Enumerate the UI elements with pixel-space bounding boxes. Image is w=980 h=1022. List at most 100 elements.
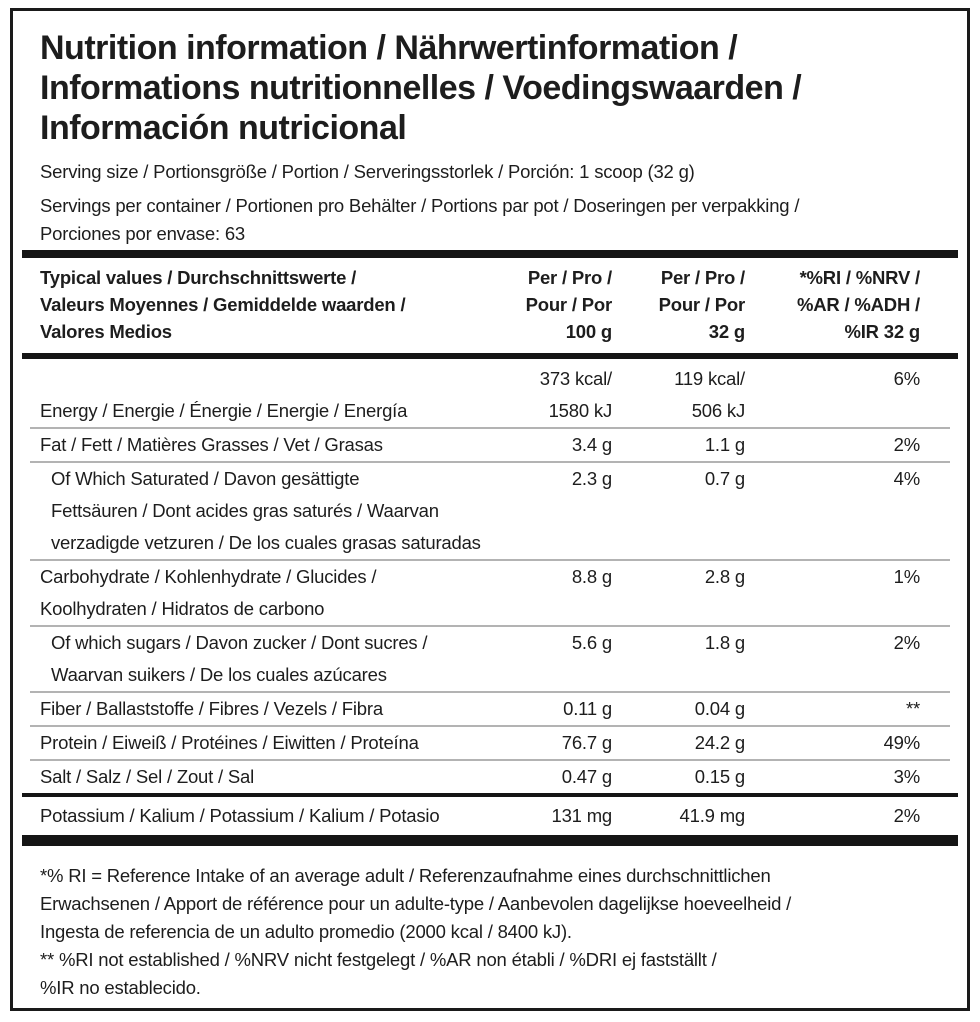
row-divider xyxy=(30,559,950,561)
value-line: 3.4 g xyxy=(571,434,612,455)
row-value-per100: 0.47 g xyxy=(462,761,612,793)
row-value-per32: 0.7 g xyxy=(612,463,745,495)
value-line: 373 kcal/ xyxy=(539,368,612,389)
row-value-ri: 49% xyxy=(745,727,950,759)
header-label-line: Typical values / Durchschnittswerte / xyxy=(40,267,357,288)
row-label: Fiber / Ballaststoffe / Fibres / Vezels … xyxy=(30,693,462,725)
footnote-ri-definition-line: Erwachsenen / Apport de référence pour u… xyxy=(40,893,792,914)
table-row-saturated-fat: Of Which Saturated / Davon gesättigte Fe… xyxy=(30,463,950,559)
row-value-ri: 4% xyxy=(745,463,950,495)
row-value-per100: 3.4 g xyxy=(462,429,612,461)
header-ri-line: %AR / %ADH / xyxy=(797,294,920,315)
value-line: 1.1 g xyxy=(704,434,745,455)
value-line: ** xyxy=(906,698,920,719)
value-line: 6% xyxy=(893,368,921,389)
value-line: 1580 kJ xyxy=(548,400,613,421)
row-value-per32: 0.04 g xyxy=(612,693,745,725)
table-row-salt: Salt / Salz / Sel / Zout / Sal 0.47 g 0.… xyxy=(30,761,950,793)
table-row-protein: Protein / Eiweiß / Protéines / Eiwitten … xyxy=(30,727,950,759)
value-line: 0.7 g xyxy=(704,468,745,489)
row-label-line: Waarvan suikers / De los cuales azúcares xyxy=(51,664,387,685)
value-line: 1% xyxy=(893,566,921,587)
value-line: 24.2 g xyxy=(694,732,745,753)
row-label-line: Energy / Energie / Énergie / Energie / E… xyxy=(40,400,408,421)
row-value-ri: ** xyxy=(745,693,950,725)
servings-per-container-text: Servings per container / Portionen pro B… xyxy=(40,195,800,216)
table-header-row: Typical values / Durchschnittswerte / Va… xyxy=(30,258,950,353)
row-value-per100: 0.11 g xyxy=(462,693,612,725)
row-value-per100: 76.7 g xyxy=(462,727,612,759)
row-label-line: Of which sugars / Davon zucker / Dont su… xyxy=(51,632,428,653)
header-per100-line: 100 g xyxy=(565,321,613,342)
row-value-per32: 119 kcal/ 506 kJ xyxy=(612,363,745,427)
header-per32-line: Per / Pro / xyxy=(660,267,745,288)
header-label-line: Valores Medios xyxy=(40,321,172,342)
title-line-3: Información nutricional xyxy=(40,109,407,147)
servings-per-container-text-2: Porciones por envase: 63 xyxy=(40,223,245,244)
column-header-per-100g: Per / Pro / Pour / Por 100 g xyxy=(462,264,613,345)
row-value-per100: 8.8 g xyxy=(462,561,612,593)
row-divider xyxy=(30,691,950,693)
row-label: Fat / Fett / Matières Grasses / Vet / Gr… xyxy=(30,429,462,461)
row-label: Protein / Eiweiß / Protéines / Eiwitten … xyxy=(30,727,462,759)
footnote-not-established-line: ** %RI not established / %NRV nicht fest… xyxy=(40,949,717,970)
value-line: 1.8 g xyxy=(704,632,745,653)
row-divider xyxy=(30,625,950,627)
row-label-line: Fiber / Ballaststoffe / Fibres / Vezels … xyxy=(40,698,383,719)
row-value-per32: 1.1 g xyxy=(612,429,745,461)
header-ri-line: %IR 32 g xyxy=(844,321,920,342)
header-label-line: Valeurs Moyennes / Gemiddelde waarden / xyxy=(40,294,406,315)
row-label-line: Salt / Salz / Sel / Zout / Sal xyxy=(40,766,255,787)
value-line: 76.7 g xyxy=(561,732,612,753)
salt-bottom-rule xyxy=(22,793,958,797)
value-line: 0.47 g xyxy=(561,766,612,787)
value-line: 2% xyxy=(893,805,921,826)
title-line-1: Nutrition information / Nährwertinformat… xyxy=(40,29,738,67)
value-line: 49% xyxy=(883,732,921,753)
row-value-per100: 131 mg xyxy=(462,800,612,832)
footnote-ri-definition-line: Ingesta de referencia de un adulto prome… xyxy=(40,921,572,942)
value-line: 2% xyxy=(893,434,921,455)
row-value-per100: 373 kcal/ 1580 kJ xyxy=(462,363,612,427)
row-label: Carbohydrate / Kohlenhydrate / Glucides … xyxy=(30,561,462,625)
row-label-line: Carbohydrate / Kohlenhydrate / Glucides … xyxy=(40,566,377,587)
row-label-line: Protein / Eiweiß / Protéines / Eiwitten … xyxy=(40,732,419,753)
value-line: 0.15 g xyxy=(694,766,745,787)
row-label: Of Which Saturated / Davon gesättigte Fe… xyxy=(30,463,481,559)
row-value-ri: 3% xyxy=(745,761,950,793)
value-line: 8.8 g xyxy=(571,566,612,587)
row-value-ri: 2% xyxy=(745,627,950,659)
footnote-ri-definition-line: *% RI = Reference Intake of an average a… xyxy=(40,865,771,886)
nutrition-label-panel: Nutrition information / Nährwertinformat… xyxy=(10,8,970,1011)
row-label-line: verzadigde vetzuren / De los cuales gras… xyxy=(51,532,481,553)
value-line: 2% xyxy=(893,632,921,653)
table-row-carbohydrate: Carbohydrate / Kohlenhydrate / Glucides … xyxy=(30,561,950,625)
row-label-line: Potassium / Kalium / Potassium / Kalium … xyxy=(40,805,440,826)
header-per32-line: Pour / Por xyxy=(658,294,746,315)
row-divider xyxy=(30,461,950,463)
row-value-per32: 24.2 g xyxy=(612,727,745,759)
value-line: 3% xyxy=(893,766,921,787)
row-value-per32: 2.8 g xyxy=(612,561,745,593)
table-bottom-bar xyxy=(22,835,958,846)
row-label-line: Koolhydraten / Hidratos de carbono xyxy=(40,598,325,619)
footnotes: *% RI = Reference Intake of an average a… xyxy=(30,862,950,1002)
column-header-reference-intake: *%RI / %NRV / %AR / %ADH / %IR 32 g xyxy=(745,264,950,345)
header-per100-line: Pour / Por xyxy=(525,294,613,315)
value-line: 119 kcal/ xyxy=(674,368,745,389)
row-label: Energy / Energie / Énergie / Energie / E… xyxy=(30,395,462,427)
header-per32-line: 32 g xyxy=(708,321,745,342)
value-line: 2.3 g xyxy=(571,468,612,489)
table-top-bar xyxy=(22,250,958,258)
value-line: 5.6 g xyxy=(571,632,612,653)
value-line: 0.11 g xyxy=(563,698,612,719)
row-label: Potassium / Kalium / Potassium / Kalium … xyxy=(30,800,462,832)
row-label-line: Fat / Fett / Matières Grasses / Vet / Gr… xyxy=(40,434,383,455)
value-line: 0.04 g xyxy=(694,698,745,719)
value-line: 2.8 g xyxy=(704,566,745,587)
header-ri-line: *%RI / %NRV / xyxy=(799,267,921,288)
row-value-per100: 5.6 g xyxy=(462,627,612,659)
footnote-not-established-line: %IR no establecido. xyxy=(40,977,201,998)
row-value-per32: 1.8 g xyxy=(612,627,745,659)
row-value-per32: 0.15 g xyxy=(612,761,745,793)
